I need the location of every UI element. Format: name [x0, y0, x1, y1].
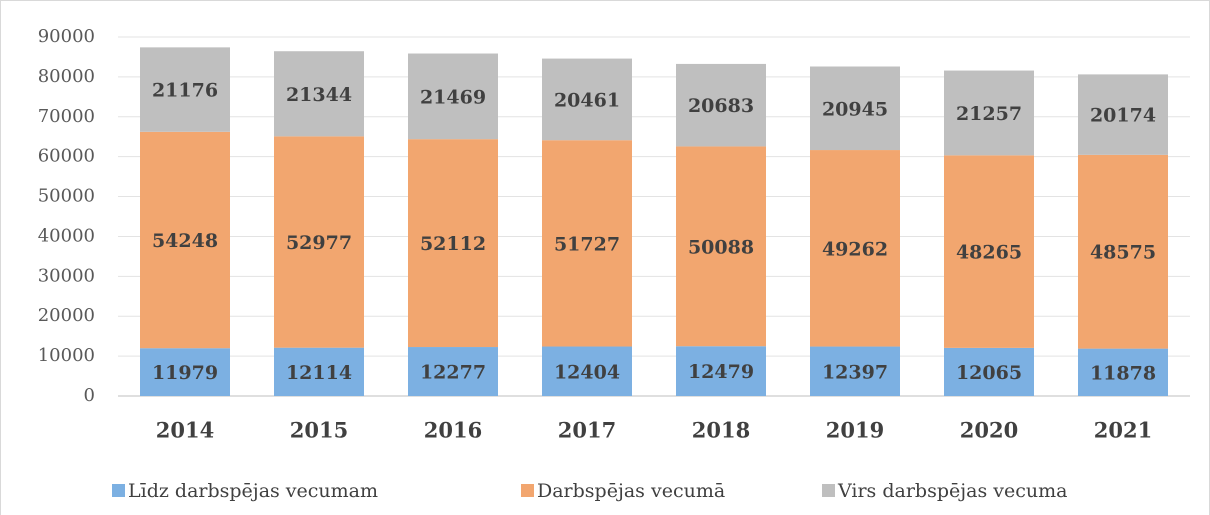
bar-segment: [1078, 348, 1168, 396]
y-tick-label: 40000: [38, 225, 95, 246]
y-tick-label: 0: [84, 385, 95, 406]
data-label: 21469: [420, 86, 486, 108]
data-label: 51727: [554, 233, 620, 255]
data-label: 52977: [286, 232, 352, 254]
bar-segment: [810, 346, 900, 396]
data-label: 12404: [554, 361, 620, 383]
x-tick-label: 2014: [156, 418, 214, 443]
y-tick-label: 60000: [38, 146, 95, 167]
data-label: 50088: [688, 236, 754, 258]
bar-segment: [542, 58, 632, 141]
x-tick-label: 2020: [960, 418, 1018, 443]
bar-segment: [542, 140, 632, 347]
bar-segment: [1078, 74, 1168, 155]
legend-swatch: [521, 484, 534, 497]
data-label: 20174: [1090, 105, 1156, 127]
data-label: 12065: [956, 362, 1022, 384]
y-tick-label: 10000: [38, 345, 95, 366]
bar-segment: [542, 346, 632, 396]
bar-segment: [810, 150, 900, 347]
bar-segment: [676, 63, 766, 147]
data-label: 21257: [956, 103, 1022, 125]
data-label: 12277: [420, 362, 486, 384]
bar-segment: [140, 348, 230, 396]
bar-segment: [944, 155, 1034, 348]
data-label: 12397: [822, 361, 888, 383]
data-label: 20461: [554, 89, 620, 111]
data-label: 12114: [286, 362, 352, 384]
data-label: 21344: [286, 84, 352, 106]
data-label: 48575: [1090, 242, 1156, 264]
data-label: 49262: [822, 238, 888, 260]
bar-segment: [408, 53, 498, 140]
bar-segment: [676, 146, 766, 347]
data-label: 12479: [688, 361, 754, 383]
bar-segment: [944, 70, 1034, 156]
data-label: 20683: [688, 95, 754, 117]
bar-segment: [140, 47, 230, 132]
bar-segment: [274, 51, 364, 137]
bar-segment: [676, 346, 766, 396]
x-tick-label: 2017: [558, 418, 616, 443]
bar-segment: [810, 66, 900, 151]
y-tick-label: 20000: [38, 305, 95, 326]
data-label: 20945: [822, 98, 888, 120]
y-tick-label: 80000: [38, 66, 95, 87]
bar-segment: [944, 347, 1034, 396]
y-tick-label: 70000: [38, 106, 95, 127]
y-tick-label: 90000: [38, 26, 95, 47]
y-tick-label: 50000: [38, 186, 95, 207]
legend-swatch: [112, 484, 125, 497]
data-label: 54248: [152, 230, 218, 252]
data-label: 11878: [1090, 362, 1156, 384]
x-tick-label: 2016: [424, 418, 482, 443]
bar-segment: [1078, 154, 1168, 349]
x-tick-label: 2021: [1094, 418, 1152, 443]
bar-segment: [408, 139, 498, 348]
y-tick-label: 30000: [38, 265, 95, 286]
x-tick-label: 2015: [290, 418, 348, 443]
legend-label: Darbspējas vecumā: [537, 480, 725, 502]
legend-label: Virs darbspējas vecuma: [837, 480, 1067, 502]
data-label: 11979: [152, 362, 218, 384]
legend-swatch: [822, 484, 835, 497]
bar-segment: [274, 136, 364, 348]
data-label: 52112: [420, 233, 486, 255]
data-label: 21176: [152, 80, 218, 102]
x-tick-label: 2018: [692, 418, 750, 443]
bar-segment: [408, 347, 498, 396]
data-label: 48265: [956, 242, 1022, 264]
bar-segment: [140, 131, 230, 349]
x-tick-label: 2019: [826, 418, 884, 443]
bar-segment: [274, 347, 364, 396]
legend-label: Līdz darbspējas vecumam: [128, 480, 378, 502]
